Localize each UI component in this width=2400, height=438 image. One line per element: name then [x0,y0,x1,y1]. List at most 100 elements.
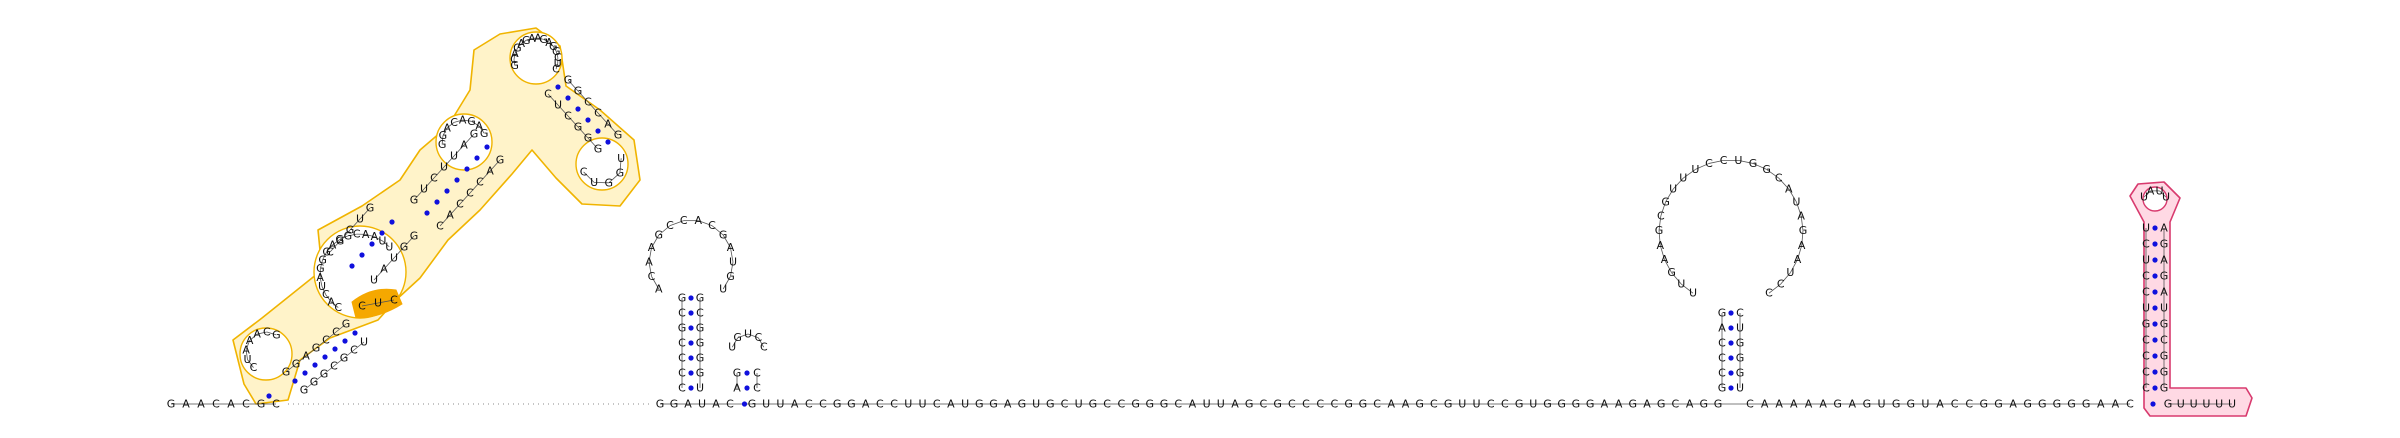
loop-base: A [329,239,337,252]
stem-base: G [400,241,409,254]
stem-base: C [1718,337,1726,350]
stem-base: G [2160,382,2169,395]
base-pair-dot [2152,273,2158,279]
spacer-base: U [1203,398,1211,411]
stem-base: G [594,143,603,156]
spacer-base: G [1273,398,1282,411]
base-pair-dot [474,155,480,161]
backbone-segment [1800,215,1804,231]
spacer-base: U [904,398,912,411]
stem-base: G [1736,337,1745,350]
spacer-base: G [748,398,757,411]
spacer-base: A [1936,398,1944,411]
stem-base: U [450,150,458,163]
spacer-base: G [2082,398,2091,411]
stem-base: G [340,352,349,365]
spacer-base: A [947,398,955,411]
base-pair-dot [389,219,395,225]
base-pair-dot [464,166,470,172]
stem-base: G [584,132,593,145]
spacer-base: C [1288,398,1296,411]
loop-base: C [708,219,716,232]
spacer-base: A [1601,398,1609,411]
backbone-segment [343,349,355,359]
loop-base: G [1661,195,1670,208]
stem-base: C [753,382,761,395]
loop-base: A [316,271,324,284]
spacer-base: G [1515,398,1524,411]
spacer-base: A [1790,398,1798,411]
backbone-segment [359,207,371,220]
loop-base: A [1657,239,1665,252]
spacer-base: G [2053,398,2062,411]
spacer-base: C [1373,398,1381,411]
spacer-base: G [1160,398,1169,411]
base-pair-dot [575,106,581,112]
stem-base: U [2142,254,2150,267]
five-prime-base: G [257,398,266,411]
spacer-base: C [1103,398,1111,411]
spacer-base: G [1572,398,1581,411]
backbone-segment [1672,177,1684,190]
stem-base: G [320,368,329,381]
spacer-base: G [1131,398,1140,411]
base-pair-dot [1728,370,1734,376]
stem-base: G [310,376,319,389]
spacer-base: C [876,398,884,411]
spacer-base: C [1951,398,1959,411]
stem-base: C [2142,382,2150,395]
spacer-base: G [1415,398,1424,411]
base-pair-dot [688,295,694,301]
backbone-segment [478,125,485,134]
stem-base: C [2142,270,2150,283]
stem-base: G [342,318,351,331]
loop-base: C [754,331,762,344]
stem-base: G [696,292,705,305]
loop-base: G [513,42,522,55]
stem-base: G [574,85,583,98]
loop-base: A [443,121,451,134]
backbone-segment [1658,215,1662,231]
spacer-base: C [1746,398,1754,411]
backbone-segment [443,155,455,168]
linker-base: U [698,398,706,411]
spacer-base: U [1921,398,1929,411]
spacer-base: C [1260,398,1268,411]
backbone-segment [730,261,734,277]
spacer-base: A [1402,398,1410,411]
backbone-segment [583,171,595,183]
spacer-base: A [2009,398,2017,411]
loop-base: C [250,361,258,374]
loop-base: C [450,116,458,129]
spacer-base: G [1863,398,1872,411]
base-pair-dot [688,310,694,316]
backbone-segment [285,363,297,373]
loop-base: A [511,47,519,60]
linker-base: G [656,398,665,411]
backbone-segment [648,261,652,277]
loop-base: G [719,229,728,242]
backbone-segment [1788,188,1797,202]
spacer-base: C [890,398,898,411]
loop-base: U [2155,184,2163,197]
stem-base: G [733,367,742,380]
backbone-segment [319,277,323,287]
base-pair-dot [1728,340,1734,346]
stem-base: G [2160,238,2169,251]
stem-base: A [2160,286,2168,299]
backbone-segment [1790,259,1798,273]
loop-base: G [439,129,448,142]
spacer-base: A [791,398,799,411]
stem-base: G [678,292,687,305]
stem-base: G [346,224,355,237]
bulge-highlight [351,288,403,319]
base-pair-dot [2152,305,2158,311]
stem-base: C [594,107,602,120]
spacer-base: G [1586,398,1595,411]
loop-base: U [1677,278,1685,291]
loop-base: G [552,45,561,58]
loop-base: C [334,301,342,314]
loop-base: G [335,233,344,246]
base-pair-dot [565,95,571,101]
loop-base: A [242,343,250,356]
